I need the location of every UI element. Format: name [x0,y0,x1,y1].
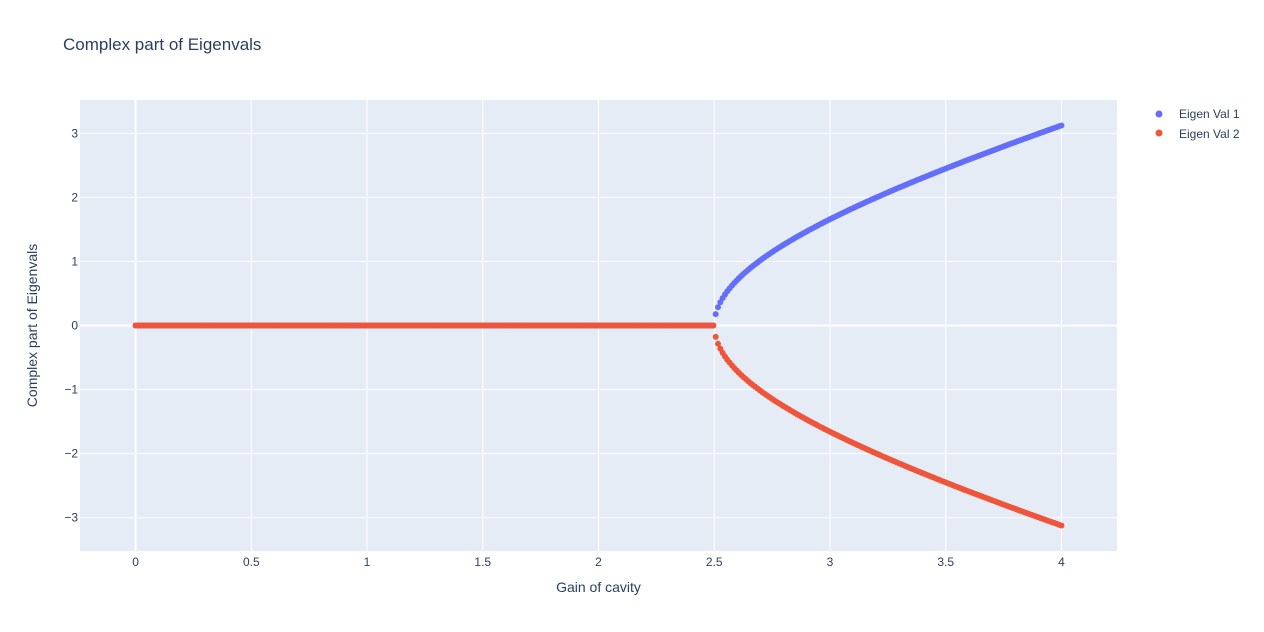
legend-label-eigen-val-1: Eigen Val 1 [1179,107,1240,121]
data-point [712,311,719,318]
data-point [710,322,717,329]
x-tick-label: 3 [827,555,834,569]
y-tick-label: −2 [64,447,78,461]
y-tick-label: 2 [71,190,78,204]
data-point [715,304,722,311]
x-tick-label: 0.5 [243,555,260,569]
y-tick-label: 0 [71,319,78,333]
y-tick-label: 1 [71,254,78,268]
data-point [1058,122,1065,129]
chart-title: Complex part of Eigenvals [63,35,261,54]
y-tick-labels: 3 2 1 0 −1 −2 −3 [64,126,78,524]
legend-item-eigen-val-2[interactable]: Eigen Val 2 [1155,127,1240,141]
data-point [1058,522,1065,529]
legend-label-eigen-val-2: Eigen Val 2 [1179,127,1240,141]
x-tick-label: 2.5 [706,555,723,569]
x-tick-label: 3.5 [937,555,954,569]
x-axis-title: Gain of cavity [556,579,641,595]
data-points [132,122,1065,529]
x-tick-label: 2 [595,555,602,569]
data-point [712,333,719,340]
x-tick-label: 0 [132,555,139,569]
y-tick-label: −3 [64,511,78,525]
legend-item-eigen-val-1[interactable]: Eigen Val 1 [1155,107,1240,121]
grid [80,100,1117,551]
x-tick-label: 4 [1058,555,1065,569]
y-tick-label: 3 [71,126,78,140]
data-point [715,340,722,347]
y-tick-label: −1 [64,383,78,397]
x-tick-label: 1.5 [474,555,491,569]
series-eigen-val-2 [132,322,1065,529]
x-tick-labels: 0 0.5 1 1.5 2 2.5 3 3.5 4 [132,555,1065,569]
legend: Eigen Val 1 Eigen Val 2 [1155,107,1240,141]
x-tick-label: 1 [364,555,371,569]
y-axis-title: Complex part of Eigenvals [24,244,40,407]
legend-marker-eigen-val-1 [1155,110,1163,118]
legend-marker-eigen-val-2 [1155,129,1163,137]
